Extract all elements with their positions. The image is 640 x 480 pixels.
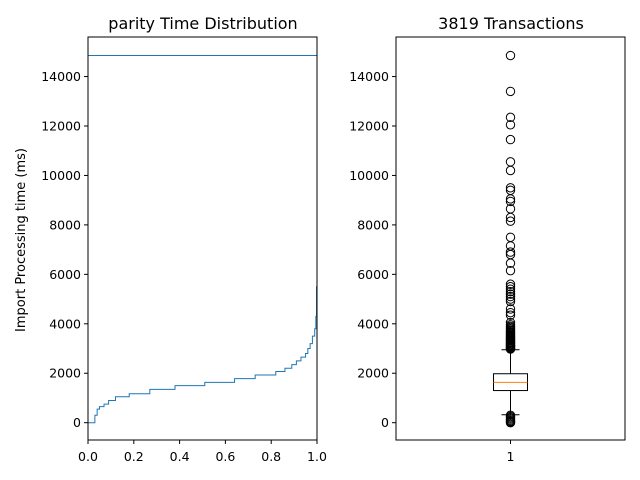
boxplot-y-tick-label: 2000 xyxy=(357,366,389,381)
outlier-point xyxy=(505,86,516,97)
ecdf-y-ticks: 0 2000 4000 6000 8000 10000 12000 14000 xyxy=(41,69,88,430)
ecdf-y-tick-label: 12000 xyxy=(41,119,81,134)
boxplot-y-tick-label: 10000 xyxy=(349,168,389,183)
ecdf-y-tick-label: 2000 xyxy=(49,366,81,381)
boxplot-y-tick-label: 8000 xyxy=(357,217,389,232)
ecdf-x-tick-label: 0.6 xyxy=(215,449,235,464)
boxplot-chart: 3819 Transactions 0 2000 4000 6000 8000 10000… xyxy=(349,14,626,464)
boxplot-plot-frame xyxy=(395,36,626,441)
ecdf-x-tick-label: 0.4 xyxy=(170,449,190,464)
boxplot-chart-title: 3819 Transactions xyxy=(438,14,584,33)
outlier-point xyxy=(505,232,516,242)
outlier-point xyxy=(505,410,516,420)
outlier-point xyxy=(505,282,516,292)
outlier-point xyxy=(505,134,516,145)
ecdf-chart-title: parity Time Distribution xyxy=(108,14,297,33)
boxplot-x-tick-label: 1 xyxy=(507,449,515,464)
outlier-point xyxy=(505,183,516,193)
outlier-point xyxy=(505,320,516,330)
ecdf-y-tick-label: 0 xyxy=(73,415,81,430)
ecdf-plot-frame xyxy=(87,36,318,441)
outlier-point xyxy=(505,310,516,320)
ecdf-x-tick-label: 1.0 xyxy=(307,449,327,464)
outlier-point xyxy=(505,284,516,294)
outlier-point xyxy=(505,317,516,328)
outlier-point xyxy=(505,185,516,195)
ecdf-y-tick-label: 14000 xyxy=(41,69,81,84)
boxplot-y-tick-label: 4000 xyxy=(357,316,389,331)
outlier-point xyxy=(505,291,516,302)
outlier-point xyxy=(505,304,516,314)
ecdf-y-tick-label: 6000 xyxy=(49,267,81,282)
outlier-point xyxy=(505,286,516,297)
ecdf-y-tick-label: 10000 xyxy=(41,168,81,183)
outlier-point xyxy=(505,112,516,123)
ecdf-y-tick-label: 8000 xyxy=(49,217,81,232)
outlier-point xyxy=(505,204,516,214)
boxplot-y-tick-label: 0 xyxy=(381,415,389,430)
ecdf-y-tick-label: 4000 xyxy=(49,316,81,331)
boxplot-x-ticks: 1 xyxy=(507,440,515,464)
ecdf-x-ticks: 0.0 0.2 0.4 0.6 0.8 1.0 xyxy=(78,440,327,464)
outlier-point xyxy=(505,296,516,307)
boxplot-outliers xyxy=(505,50,516,428)
ecdf-line xyxy=(88,55,318,424)
outlier-point xyxy=(505,294,516,304)
ecdf-y-axis-label: Import Processing time (ms) xyxy=(14,148,29,332)
ecdf-x-tick-label: 0.0 xyxy=(78,449,98,464)
boxplot-y-ticks: 0 2000 4000 6000 8000 10000 12000 14000 xyxy=(349,69,396,430)
outlier-point xyxy=(505,157,516,167)
outlier-point xyxy=(505,50,516,61)
ecdf-chart: parity Time Distribution Import Processi… xyxy=(14,14,327,464)
boxplot-y-tick-label: 12000 xyxy=(349,119,389,134)
outlier-point xyxy=(505,279,516,289)
outlier-point xyxy=(505,120,516,130)
boxplot-y-tick-label: 14000 xyxy=(349,69,389,84)
ecdf-x-tick-label: 0.2 xyxy=(124,449,144,464)
outlier-point xyxy=(505,307,516,318)
outlier-point xyxy=(505,196,516,207)
outlier-point xyxy=(505,216,516,226)
ecdf-x-tick-label: 0.8 xyxy=(261,449,281,464)
boxplot-y-tick-label: 6000 xyxy=(357,267,389,282)
outlier-point xyxy=(505,289,516,299)
outlier-point xyxy=(505,265,516,276)
outlier-point xyxy=(505,247,516,257)
